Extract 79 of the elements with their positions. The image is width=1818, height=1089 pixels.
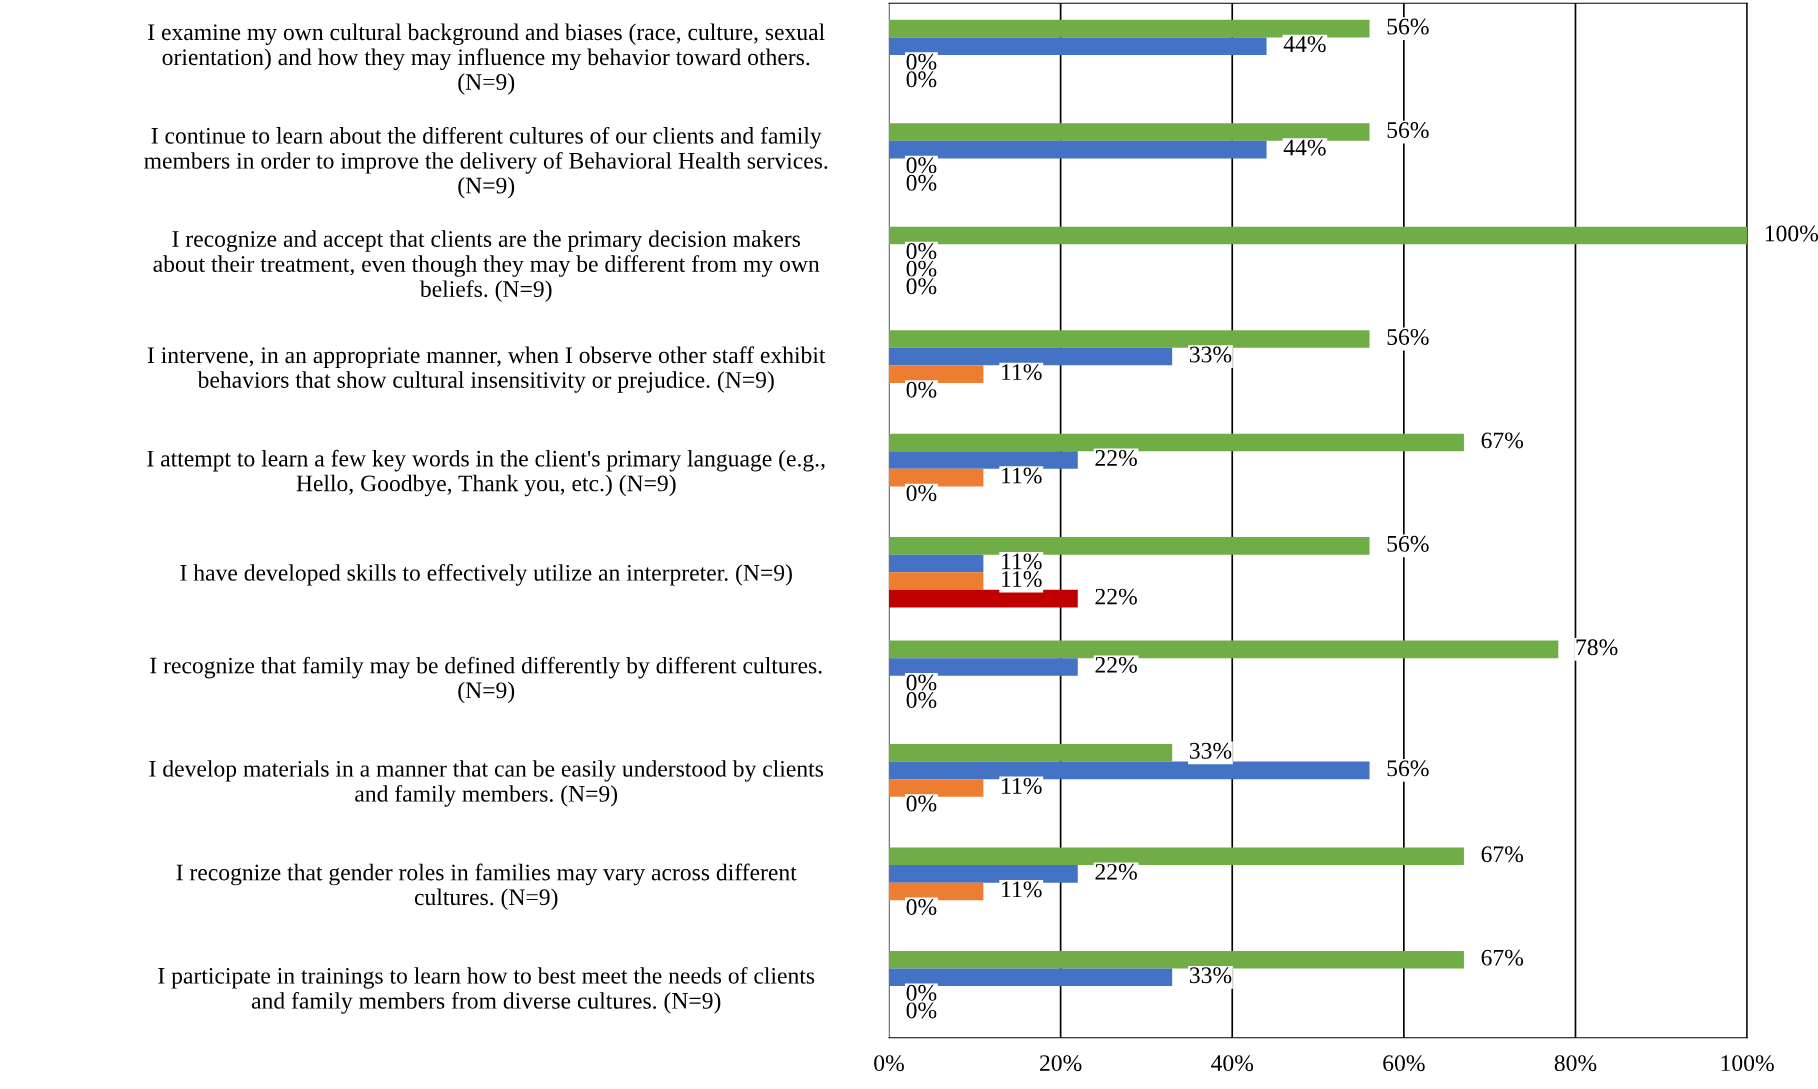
bar bbox=[889, 572, 984, 590]
data-label: 78% bbox=[1576, 639, 1618, 656]
y-tick-label: I recognize and accept that clients are the primary decision makers about their treatment, even though they may be different from my own beliefs. (N=9) bbox=[153, 230, 820, 302]
bar bbox=[889, 882, 984, 901]
y-tick-label: I develop materials in a manner that can be easily understood by clients and family members. (N=9) bbox=[149, 760, 824, 807]
data-label: 0% bbox=[906, 243, 937, 260]
data-label: 0% bbox=[906, 984, 937, 1001]
data-label: 0% bbox=[906, 260, 937, 277]
y-tick-label: I intervene, in an appropriate manner, when I observe other staff exhibit behaviors that show cultural insensitivity or prejudice. (N=9) bbox=[147, 346, 826, 393]
data-label: 0% bbox=[906, 278, 937, 295]
data-label: 22% bbox=[1095, 450, 1137, 467]
bar bbox=[889, 226, 1748, 245]
bar bbox=[889, 761, 1370, 780]
data-label: 11% bbox=[1002, 777, 1042, 794]
x-tick-label: 40% bbox=[1211, 1055, 1254, 1072]
bar bbox=[889, 123, 1370, 141]
x-tick-label: 20% bbox=[1040, 1055, 1082, 1072]
data-label: 0% bbox=[906, 174, 937, 191]
y-tick-label: I recognize that gender roles in families may vary across different cultures. (N=9) bbox=[176, 863, 797, 910]
y-tick-label: I participate in trainings to learn how to best meet the needs of clients and family members from diverse cultures. (N=9) bbox=[158, 966, 815, 1014]
data-label: 44% bbox=[1283, 36, 1326, 53]
data-label: 11% bbox=[1002, 364, 1042, 381]
data-label: 67% bbox=[1481, 949, 1524, 966]
data-label: 0% bbox=[906, 381, 937, 398]
data-label: 67% bbox=[1481, 846, 1524, 863]
x-tick-label: 80% bbox=[1554, 1055, 1597, 1072]
x-tick-label: 0% bbox=[874, 1055, 904, 1072]
bar bbox=[889, 589, 1078, 608]
data-label: 0% bbox=[906, 795, 937, 812]
data-label: 56% bbox=[1387, 122, 1429, 139]
y-tick-label: I have developed skills to effectively utilize an interpreter. (N=9) bbox=[180, 563, 792, 586]
data-label: 33% bbox=[1189, 742, 1232, 759]
bar bbox=[889, 779, 984, 797]
data-label: 0% bbox=[906, 898, 937, 915]
bar bbox=[889, 347, 1173, 366]
data-label: 11% bbox=[1002, 881, 1042, 898]
bar bbox=[889, 744, 1173, 762]
y-tick-label: I examine my own cultural background and biases (race, culture, sexual orientation) and how they may influence my behavior toward others. (N=9) bbox=[148, 23, 825, 95]
bar bbox=[889, 554, 984, 573]
bar bbox=[889, 140, 1267, 159]
data-label: 11% bbox=[1002, 467, 1042, 484]
x-tick-label: 60% bbox=[1383, 1055, 1425, 1072]
data-label: 0% bbox=[906, 1002, 937, 1019]
bar bbox=[889, 950, 1464, 969]
data-label: 11% bbox=[1002, 571, 1042, 588]
data-label: 22% bbox=[1095, 588, 1137, 605]
data-label: 44% bbox=[1283, 139, 1326, 156]
bar bbox=[889, 365, 984, 383]
data-label: 0% bbox=[906, 71, 937, 88]
bar bbox=[889, 658, 1078, 676]
bar bbox=[889, 433, 1464, 452]
data-label: 56% bbox=[1387, 18, 1429, 35]
data-label: 33% bbox=[1189, 346, 1232, 363]
data-label: 0% bbox=[906, 674, 937, 691]
y-tick-label: I recognize that family may be defined differently by different cultures. (N=9) bbox=[150, 656, 822, 704]
y-tick-label: I continue to learn about the different cultures of our clients and family members in order to improve the delivery of Behavioral Health services. (N=9) bbox=[144, 126, 828, 199]
bar bbox=[889, 451, 1078, 469]
data-label: 100% bbox=[1765, 225, 1818, 242]
data-label: 0% bbox=[906, 53, 937, 70]
data-label: 33% bbox=[1189, 967, 1232, 984]
data-label: 0% bbox=[906, 485, 937, 502]
bar bbox=[889, 330, 1370, 348]
data-label: 0% bbox=[906, 692, 937, 709]
data-label: 22% bbox=[1095, 656, 1137, 673]
bar bbox=[889, 537, 1370, 555]
bar bbox=[889, 19, 1370, 38]
data-label: 56% bbox=[1387, 328, 1429, 345]
data-label: 67% bbox=[1481, 432, 1524, 449]
data-label: 11% bbox=[1002, 553, 1042, 570]
data-label: 56% bbox=[1387, 760, 1429, 777]
data-label: 0% bbox=[906, 157, 937, 174]
bar bbox=[889, 468, 984, 487]
bar bbox=[889, 865, 1078, 883]
data-label: 22% bbox=[1095, 863, 1137, 880]
bar bbox=[889, 640, 1559, 659]
bar bbox=[889, 37, 1267, 55]
x-tick-label: 100% bbox=[1721, 1055, 1774, 1072]
y-tick-label: I attempt to learn a few key words in the client's primary language (e.g., Hello, Goodbye, Thank you, etc.) (N=9) bbox=[147, 449, 825, 497]
data-label: 56% bbox=[1387, 535, 1429, 552]
